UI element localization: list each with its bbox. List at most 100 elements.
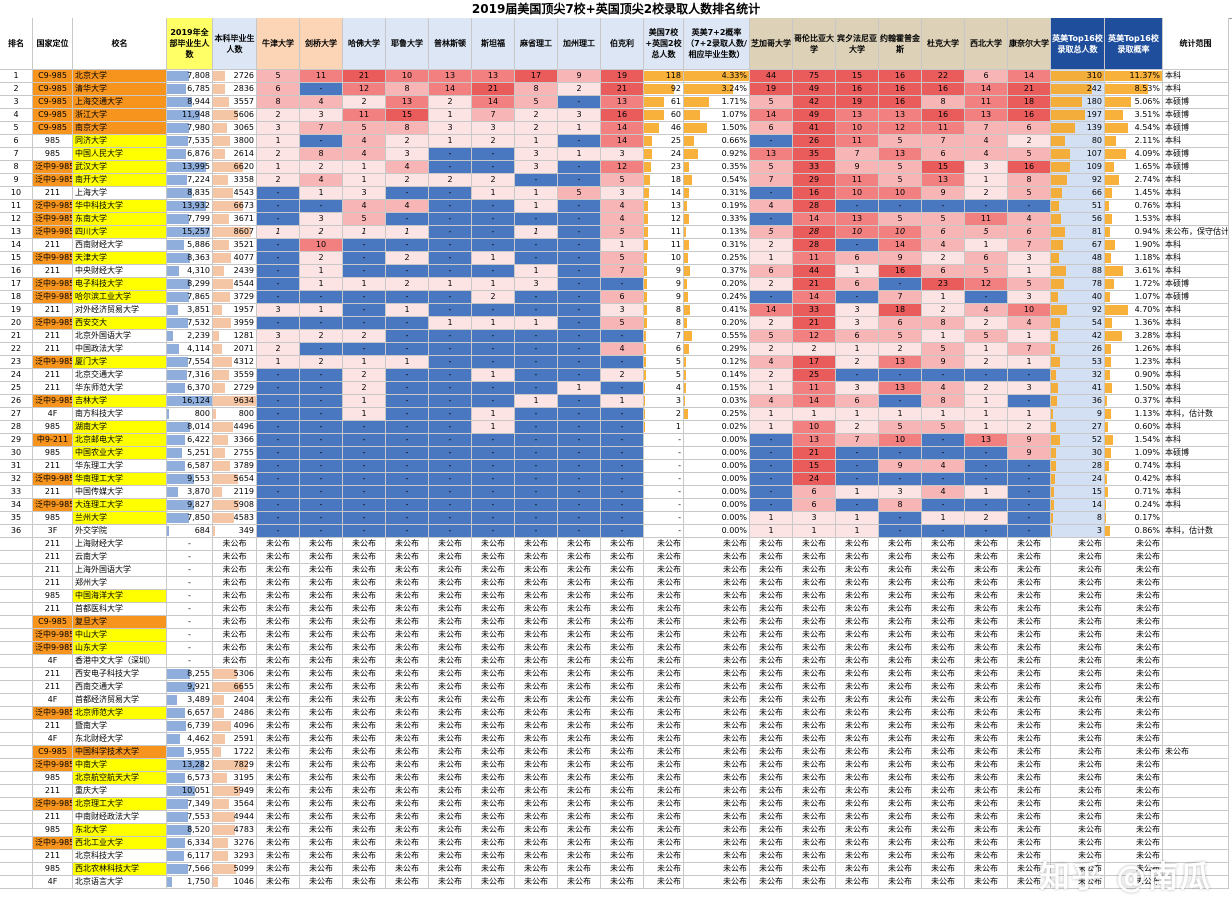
data-bar [213, 344, 223, 354]
table-cell: 未公布 [429, 668, 472, 681]
cell-text: - [319, 318, 323, 327]
data-bar [644, 279, 648, 289]
cell-text: 未公布 [567, 838, 591, 847]
cell-text: 未公布 [481, 825, 505, 834]
table-cell: 未公布 [1105, 772, 1163, 785]
cell-text: - [855, 240, 859, 249]
cell-text: 1 [275, 357, 281, 366]
table-row: 211 暨南大学 6,739 4096 未公布 未公布 未公布 未公布 未公布 未公布 未公布 未公布… [0, 720, 1232, 733]
cell-text: 78 [1091, 279, 1102, 288]
cell-text: 未公布 [610, 604, 634, 613]
table-cell: 未公布 [1008, 863, 1051, 876]
cell-text: 7,554 [187, 357, 210, 366]
data-bar [1105, 214, 1113, 224]
data-bar [1051, 396, 1058, 406]
cell-text: 211 [44, 331, 61, 340]
cell-text: 5 [675, 357, 681, 366]
table-cell: 未公布 [1105, 798, 1163, 811]
cell-text: 66 [1091, 188, 1102, 197]
table-cell: 未公布 [300, 564, 343, 577]
table-cell: - [879, 473, 922, 486]
cell-text: 未公布 [888, 591, 912, 600]
table-cell: 985 [33, 824, 73, 837]
cell-text: 985 [44, 422, 61, 431]
cell-text: - [448, 448, 452, 457]
cell-text: 未公布 [1017, 799, 1041, 808]
cell-text: 未公布 [610, 552, 634, 561]
cell-text: - [448, 240, 452, 249]
cell-text: 5908 [233, 500, 254, 509]
table-cell: 4312 [213, 356, 257, 369]
table-cell: 本科 [1163, 213, 1229, 226]
cell-text: 5,955 [187, 747, 210, 756]
table-cell: 0.25% [684, 252, 750, 265]
cell-text: 未公布 [931, 552, 955, 561]
column-header: 西北大学 [965, 18, 1008, 70]
table-cell: - [601, 499, 644, 512]
table-cell: 211 [33, 460, 73, 473]
table-cell: 8,363 [167, 252, 213, 265]
table-cell: 13 [879, 356, 922, 369]
cell-text: - [534, 175, 538, 184]
table-cell: 未公布 [429, 629, 472, 642]
cell-text: 未公布 [309, 799, 333, 808]
table-cell: 7,535 [167, 135, 213, 148]
cell-text: - [577, 409, 581, 418]
cell-text: 1 [619, 240, 625, 249]
table-cell: - [429, 460, 472, 473]
cell-text: 21 [808, 279, 820, 288]
cell-text: 未公布 [931, 773, 955, 782]
cell-text: 3 [1026, 292, 1032, 301]
table-cell: 未公布 [793, 772, 836, 785]
cell-text: 8,944 [187, 97, 210, 106]
cell-text: 60 [670, 110, 681, 119]
table-cell: 未公布 [343, 785, 386, 798]
table-cell: 未公布 [684, 616, 750, 629]
cell-text: 20 [10, 318, 22, 327]
cell-text: 未公布 [657, 643, 681, 652]
cell-text: 14 [808, 214, 820, 223]
table-cell: 未公布 [684, 629, 750, 642]
cell-text: 未公布 [1017, 695, 1041, 704]
cell-text: - [620, 279, 624, 288]
table-cell: 3789 [213, 460, 257, 473]
cell-text: 3,489 [187, 695, 210, 704]
cell-text: - [1027, 201, 1031, 210]
cell-text: 8,014 [187, 422, 210, 431]
table-cell: 未公布 [343, 863, 386, 876]
table-cell: 未公布 [386, 681, 429, 694]
data-bar [213, 305, 222, 315]
cell-text: 本硕博 [1165, 292, 1189, 301]
cell-text: 未公布 [395, 669, 419, 678]
cell-text: 未公布 [524, 656, 548, 665]
cell-text: - [769, 136, 773, 145]
table-cell: 未公布 [601, 876, 644, 889]
table-cell: 上海交通大学 [73, 96, 167, 109]
table-cell [1163, 681, 1229, 694]
cell-text: 未公布 [395, 617, 419, 626]
data-bar [213, 487, 223, 497]
table-cell: 未公布 [750, 681, 793, 694]
table-cell: 未公布 [684, 642, 750, 655]
table-cell: 15 [793, 460, 836, 473]
cell-text: 3,851 [187, 305, 210, 314]
table-cell: 未公布 [601, 538, 644, 551]
cell-text: 1 [768, 253, 774, 262]
table-cell: 未公布 [472, 707, 515, 720]
cell-text: 3,870 [187, 487, 210, 496]
cell-text: 未公布 [524, 565, 548, 574]
cell-text: 未公布 [395, 643, 419, 652]
table-cell: 未公布 [343, 681, 386, 694]
cell-text: - [620, 422, 624, 431]
table-cell: 未公布 [879, 850, 922, 863]
table-cell: 未公布 [836, 733, 879, 746]
table-cell: 5 [879, 421, 922, 434]
cell-text: - [620, 448, 624, 457]
cell-text: 3F [47, 526, 58, 535]
cell-text: 2 [533, 110, 539, 119]
cell-text: 未公布 [395, 604, 419, 613]
table-cell: 1 [472, 278, 515, 291]
table-cell: - [343, 512, 386, 525]
table-cell: 未公布 [922, 876, 965, 889]
table-cell: 8,835 [167, 187, 213, 200]
